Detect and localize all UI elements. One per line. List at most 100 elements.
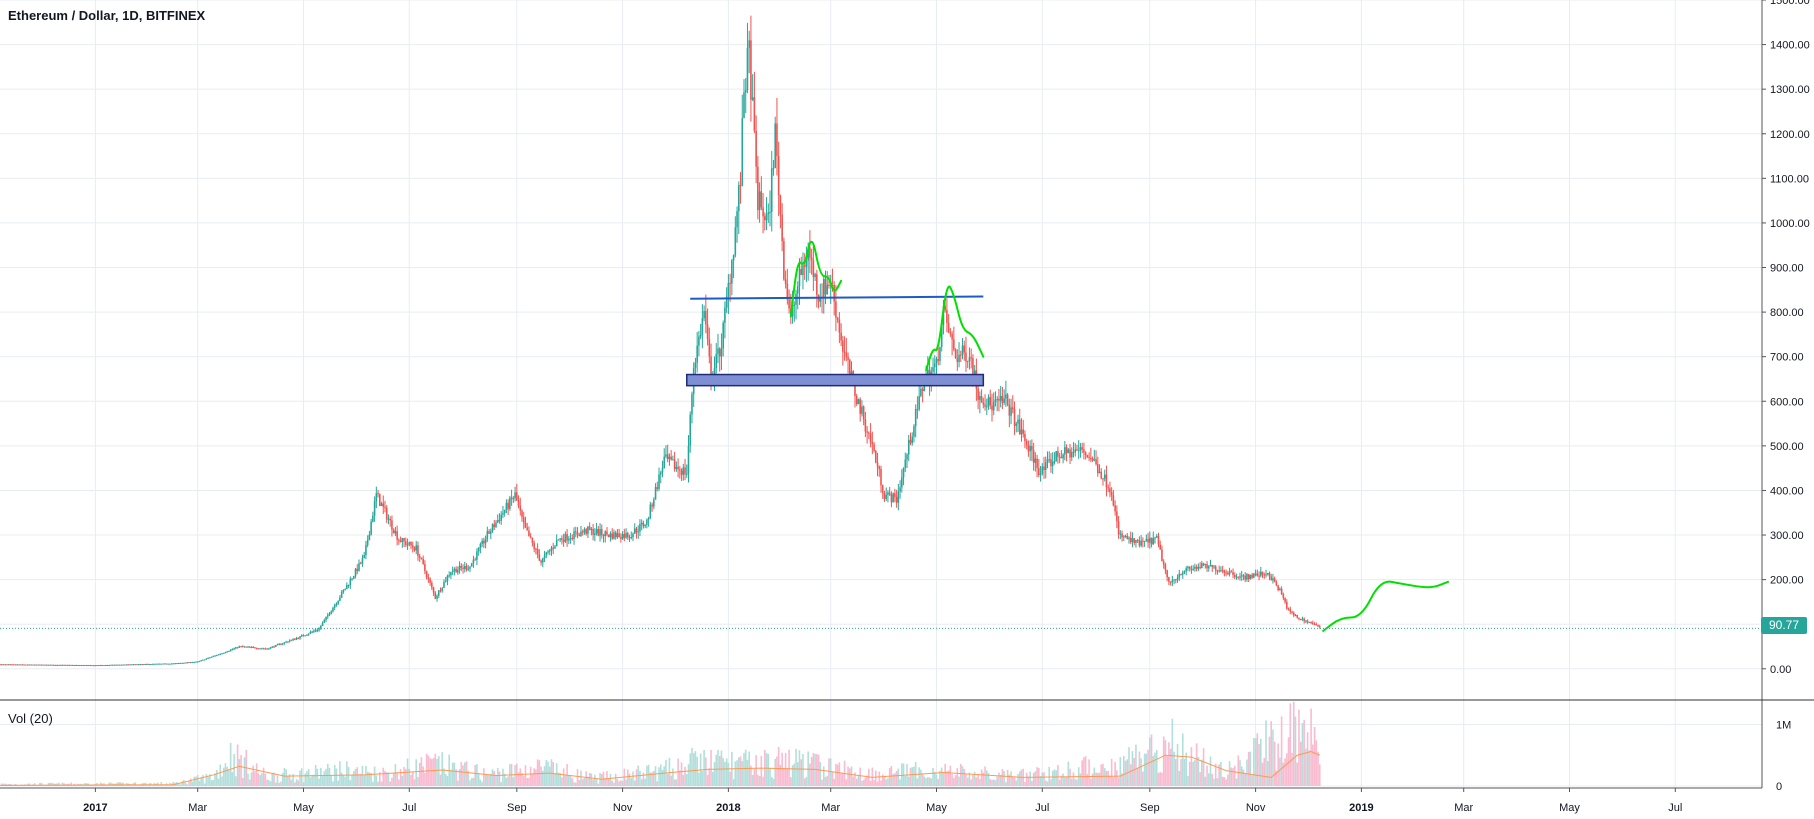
candle-body [294, 638, 296, 640]
volume-bar [951, 774, 953, 786]
volume-bar [195, 776, 197, 786]
candle-body [1194, 566, 1196, 569]
volume-bar [1216, 778, 1219, 786]
candle-body [2, 664, 5, 666]
candle [1095, 450, 1097, 466]
candle-body [1280, 588, 1283, 595]
candle [628, 534, 631, 543]
volume-bar [621, 781, 624, 786]
candle [226, 650, 228, 653]
candle [840, 323, 842, 347]
candle-body [411, 545, 414, 548]
candle-body [992, 401, 995, 411]
candle [326, 612, 329, 620]
candle-body [587, 526, 589, 534]
candle [342, 589, 345, 594]
volume-bar [118, 782, 121, 786]
candle [810, 248, 813, 275]
volume-bar [1261, 762, 1264, 786]
volume-bar [528, 777, 530, 786]
volume-bar [1313, 726, 1316, 786]
candle [347, 584, 350, 589]
candle-body [455, 568, 457, 573]
volume-bar [668, 757, 671, 786]
candle-body [339, 597, 341, 601]
volume-bar [1110, 758, 1113, 786]
candle-body [328, 614, 331, 616]
volume-bar [437, 756, 440, 786]
candle-body [611, 533, 613, 539]
projection-curve[interactable] [1322, 580, 1450, 632]
candle-body [566, 534, 568, 541]
candle [379, 493, 381, 507]
candle-body [770, 168, 773, 212]
candle-body [1275, 581, 1278, 586]
candle-body [493, 524, 496, 528]
candle-body [443, 582, 445, 588]
candle [366, 535, 369, 548]
candle-body [441, 587, 444, 591]
candle [448, 571, 450, 578]
candle [1298, 617, 1300, 621]
support-zone-rectangle[interactable] [686, 373, 985, 387]
candle-body [385, 507, 388, 520]
pattern-curve-right[interactable] [925, 285, 985, 372]
candle [1178, 569, 1181, 581]
candle-body [722, 322, 724, 349]
candle [607, 534, 610, 538]
volume-bar [151, 785, 154, 786]
volume-bar [1157, 773, 1160, 786]
candle-body [1256, 573, 1259, 576]
volume-bar [1136, 768, 1139, 786]
candle [838, 312, 841, 344]
candle [554, 545, 556, 550]
volume-bar [344, 776, 346, 786]
candle [895, 489, 898, 508]
candle-body [859, 399, 861, 414]
candle [569, 532, 572, 544]
candle-body [16, 664, 19, 666]
candle-body [1110, 492, 1113, 496]
candle-body [507, 502, 509, 509]
candle-body [887, 492, 889, 495]
volume-bar [899, 779, 901, 786]
candle-body [80, 665, 83, 667]
drawings[interactable] [686, 240, 1450, 632]
volume-bar [760, 756, 763, 786]
candle [996, 396, 998, 412]
volume-bar [705, 757, 707, 786]
candle-body [949, 332, 952, 334]
candle [271, 646, 274, 648]
candle-body [351, 578, 353, 580]
candle [134, 664, 137, 666]
candle [52, 664, 55, 666]
volume-bar [944, 763, 946, 786]
candle-body [496, 519, 499, 523]
candle [1204, 563, 1207, 569]
y-tick-label: 1100.00 [1770, 173, 1809, 185]
volume-bar [1162, 736, 1165, 786]
candle [247, 645, 249, 648]
candle-body [215, 655, 218, 657]
candle [1303, 617, 1305, 624]
candle [417, 541, 419, 561]
candle-body [1287, 608, 1290, 610]
candle [965, 336, 967, 372]
candle [266, 647, 268, 650]
candle [399, 536, 402, 543]
candle [425, 570, 428, 580]
candle [233, 647, 235, 651]
pattern-curve-left[interactable] [789, 240, 843, 318]
candle [165, 663, 168, 665]
candle-body [783, 241, 785, 280]
candle-body [366, 540, 369, 546]
candle [758, 182, 761, 223]
volume-bar [484, 774, 487, 786]
candle-body [377, 493, 379, 495]
candle-body [300, 635, 303, 637]
candle [954, 348, 957, 359]
resistance-trend-line[interactable] [690, 295, 984, 300]
candle [243, 646, 246, 648]
candle-body [1015, 423, 1018, 426]
